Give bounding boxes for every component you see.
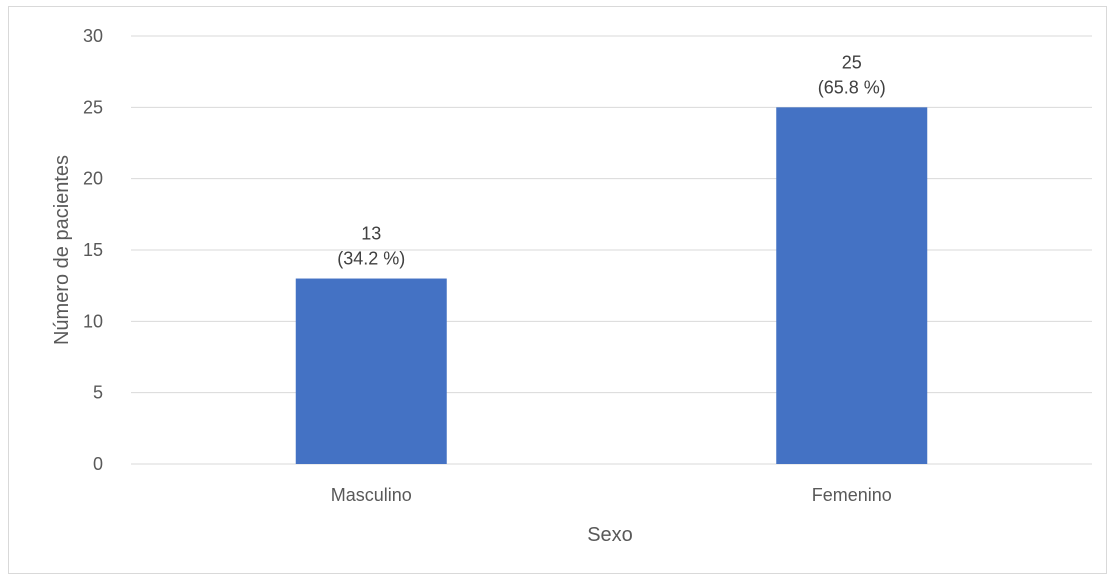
x-axis-title: Sexo bbox=[587, 524, 633, 546]
data-labels: 13 (34.2 %) 25 (65.8 %) bbox=[337, 52, 886, 268]
x-tick-label: Femenino bbox=[812, 485, 892, 505]
bars bbox=[295, 107, 928, 464]
y-tick-label: 15 bbox=[83, 240, 103, 260]
y-tick-label: 0 bbox=[93, 454, 103, 474]
gridlines bbox=[131, 35, 1092, 465]
y-axis-title: Número de pacientes bbox=[51, 155, 73, 345]
data-label: 25 bbox=[842, 52, 862, 72]
data-label: (65.8 %) bbox=[818, 77, 886, 97]
bar-femenino bbox=[776, 107, 928, 464]
y-tick-label: 30 bbox=[83, 26, 103, 46]
y-tick-label: 10 bbox=[83, 311, 103, 331]
x-axis-ticks: Masculino Femenino bbox=[331, 485, 892, 505]
y-tick-label: 20 bbox=[83, 169, 103, 189]
y-tick-label: 25 bbox=[83, 97, 103, 117]
bar-masculino bbox=[295, 278, 447, 464]
data-label: 13 bbox=[361, 224, 381, 244]
data-label: (34.2 %) bbox=[337, 249, 405, 269]
y-axis-ticks: 0 5 10 15 20 25 30 bbox=[83, 26, 103, 474]
y-tick-label: 5 bbox=[93, 383, 103, 403]
x-tick-label: Masculino bbox=[331, 485, 412, 505]
